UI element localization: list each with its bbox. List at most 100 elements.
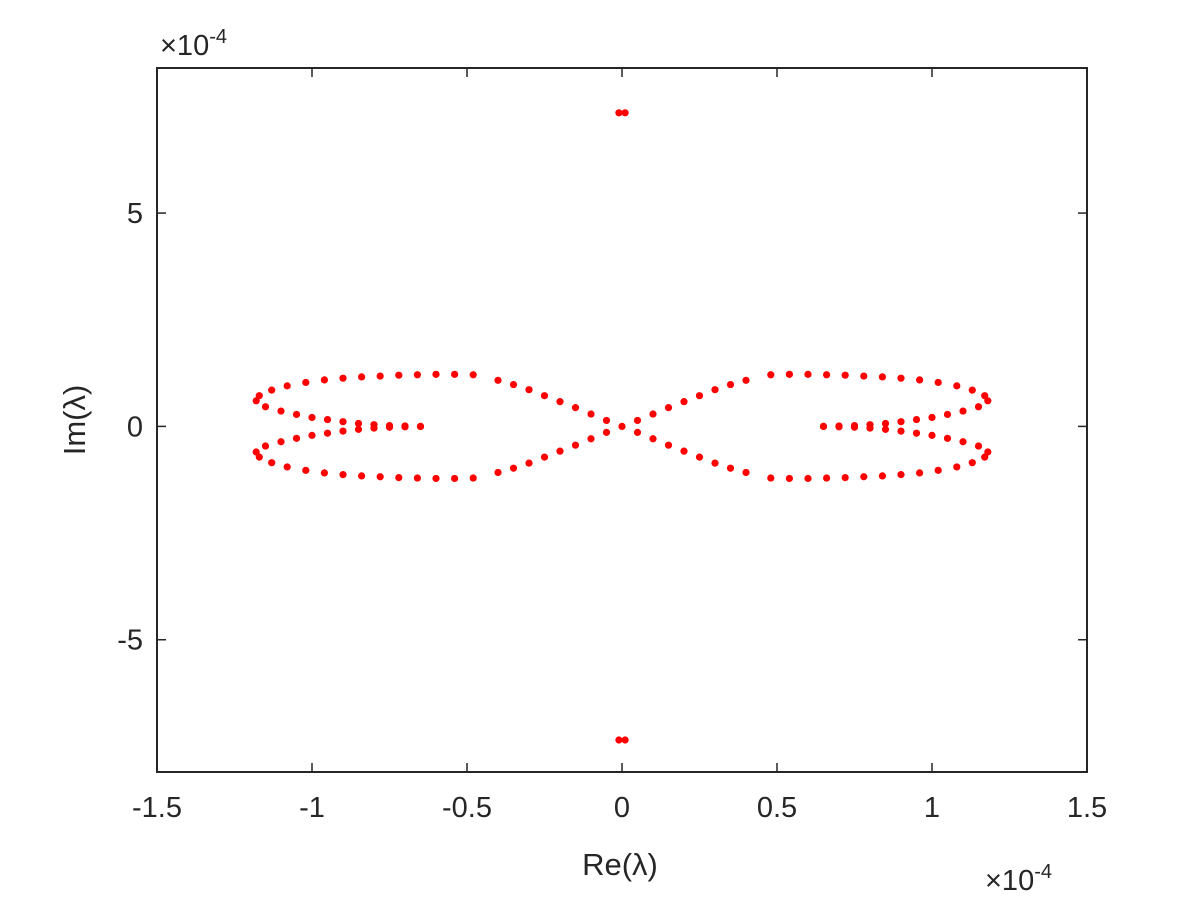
data-point [943,410,952,419]
data-point [860,473,868,481]
data-point [968,459,976,467]
data-point [320,469,328,477]
data-point [277,407,285,415]
data-point [556,398,564,406]
data-point [354,425,363,433]
data-point [615,736,623,744]
data-point [308,431,316,439]
data-point [841,474,849,482]
data-point [587,435,595,443]
data-point [649,435,657,443]
data-point [376,372,384,380]
data-point [953,463,961,471]
data-point [742,376,750,384]
data-point [370,424,378,432]
data-point [953,382,961,390]
y-tick-labels: -5 0 5 [117,198,143,657]
data-point [974,442,983,450]
data-point [878,472,887,480]
data-point [726,380,735,389]
data-point [785,474,794,483]
data-point [602,428,611,436]
data-point [385,423,394,431]
data-point [928,431,936,439]
data-point [302,466,310,474]
data-point [509,380,518,389]
data-point [711,386,719,394]
data-point [897,427,905,435]
data-points [252,109,992,744]
data-point [866,424,874,432]
data-point [916,376,924,384]
data-point [571,404,580,412]
data-point [664,441,673,449]
data-point [804,474,812,483]
data-point [823,474,831,482]
data-point [649,410,657,418]
data-point [283,463,291,471]
data-point [354,419,363,428]
data-point [912,429,921,437]
data-point [571,441,580,449]
data-point [878,373,887,381]
data-point [602,416,611,425]
data-point [881,425,890,433]
y-axis-label: Im(λ) [57,385,92,456]
data-point [823,371,831,379]
data-point [785,370,794,378]
data-point [302,378,310,387]
data-point [633,416,642,425]
data-point [339,471,347,479]
data-point [621,109,629,117]
data-point [959,407,967,415]
data-point [432,474,440,483]
data-point [711,459,719,467]
data-point [742,468,750,477]
x-tick-label: -1.5 [132,792,182,824]
data-point [767,474,775,482]
data-point [912,415,921,424]
axis-ticks [156,68,1088,772]
data-point [525,459,533,467]
data-point [841,371,849,379]
data-point [695,453,704,461]
data-point [615,109,623,117]
y-tick-label: 0 [127,411,143,443]
data-point [695,392,704,400]
data-point [494,468,502,477]
data-point [395,474,403,482]
data-point [556,447,564,455]
data-point [255,453,263,461]
data-point [916,469,924,477]
data-point [540,392,549,400]
data-point [934,466,942,474]
data-point [897,471,905,479]
data-point [261,442,270,450]
x-tick-labels: -1.5 -1 -0.5 0 0.5 1 1.5 [132,792,1107,824]
x-tick-label: 0 [614,792,630,824]
data-point [413,371,421,379]
data-point [618,422,626,430]
data-point [469,371,477,379]
data-point [897,374,905,382]
data-point [959,438,967,446]
data-point [268,386,276,394]
data-point [494,376,502,384]
data-point [451,370,459,378]
data-point [881,419,890,428]
data-point [974,403,983,411]
data-point [680,398,688,406]
data-point [633,428,642,436]
data-point [451,474,459,483]
data-point [934,378,942,387]
data-point [981,453,989,461]
data-point [416,422,425,430]
x-tick-label: -1 [299,792,325,824]
data-point [261,403,270,411]
x-tick-label: 1.5 [1067,792,1107,824]
data-point [432,370,440,378]
data-point [664,404,673,412]
data-point [860,372,868,380]
data-point [726,464,735,472]
